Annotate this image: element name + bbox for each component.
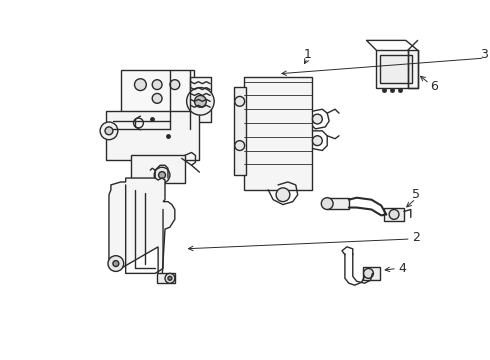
Text: 6: 6 [430,80,439,93]
Bar [384,207,404,221]
Polygon shape [109,178,175,281]
Bar [380,55,412,83]
Text: 3: 3 [481,48,489,60]
Bar [327,198,349,210]
Circle shape [152,80,162,90]
Circle shape [159,172,166,179]
Bar [121,70,195,129]
Text: 5: 5 [412,188,420,201]
Bar [376,50,417,87]
Circle shape [364,269,373,278]
Circle shape [135,79,147,90]
Circle shape [165,273,175,283]
Bar [244,77,313,190]
Circle shape [313,136,322,145]
Circle shape [152,94,162,103]
Circle shape [105,127,113,135]
Text: 4: 4 [398,262,406,275]
Circle shape [154,167,170,183]
Bar [190,77,211,122]
Circle shape [313,114,322,124]
Bar [363,266,380,280]
Text: 2: 2 [412,230,419,243]
Circle shape [389,210,399,219]
Bar [234,87,245,175]
Circle shape [113,261,119,266]
Bar [157,273,175,283]
Circle shape [321,198,333,210]
Circle shape [170,80,180,90]
Circle shape [100,122,118,140]
Circle shape [276,188,290,202]
Circle shape [187,87,214,115]
Circle shape [108,256,123,271]
Bar [106,111,199,160]
Text: 1: 1 [304,48,312,60]
Circle shape [235,96,245,106]
Circle shape [168,276,172,280]
Circle shape [235,141,245,150]
Circle shape [195,95,206,107]
Bar [130,156,185,183]
